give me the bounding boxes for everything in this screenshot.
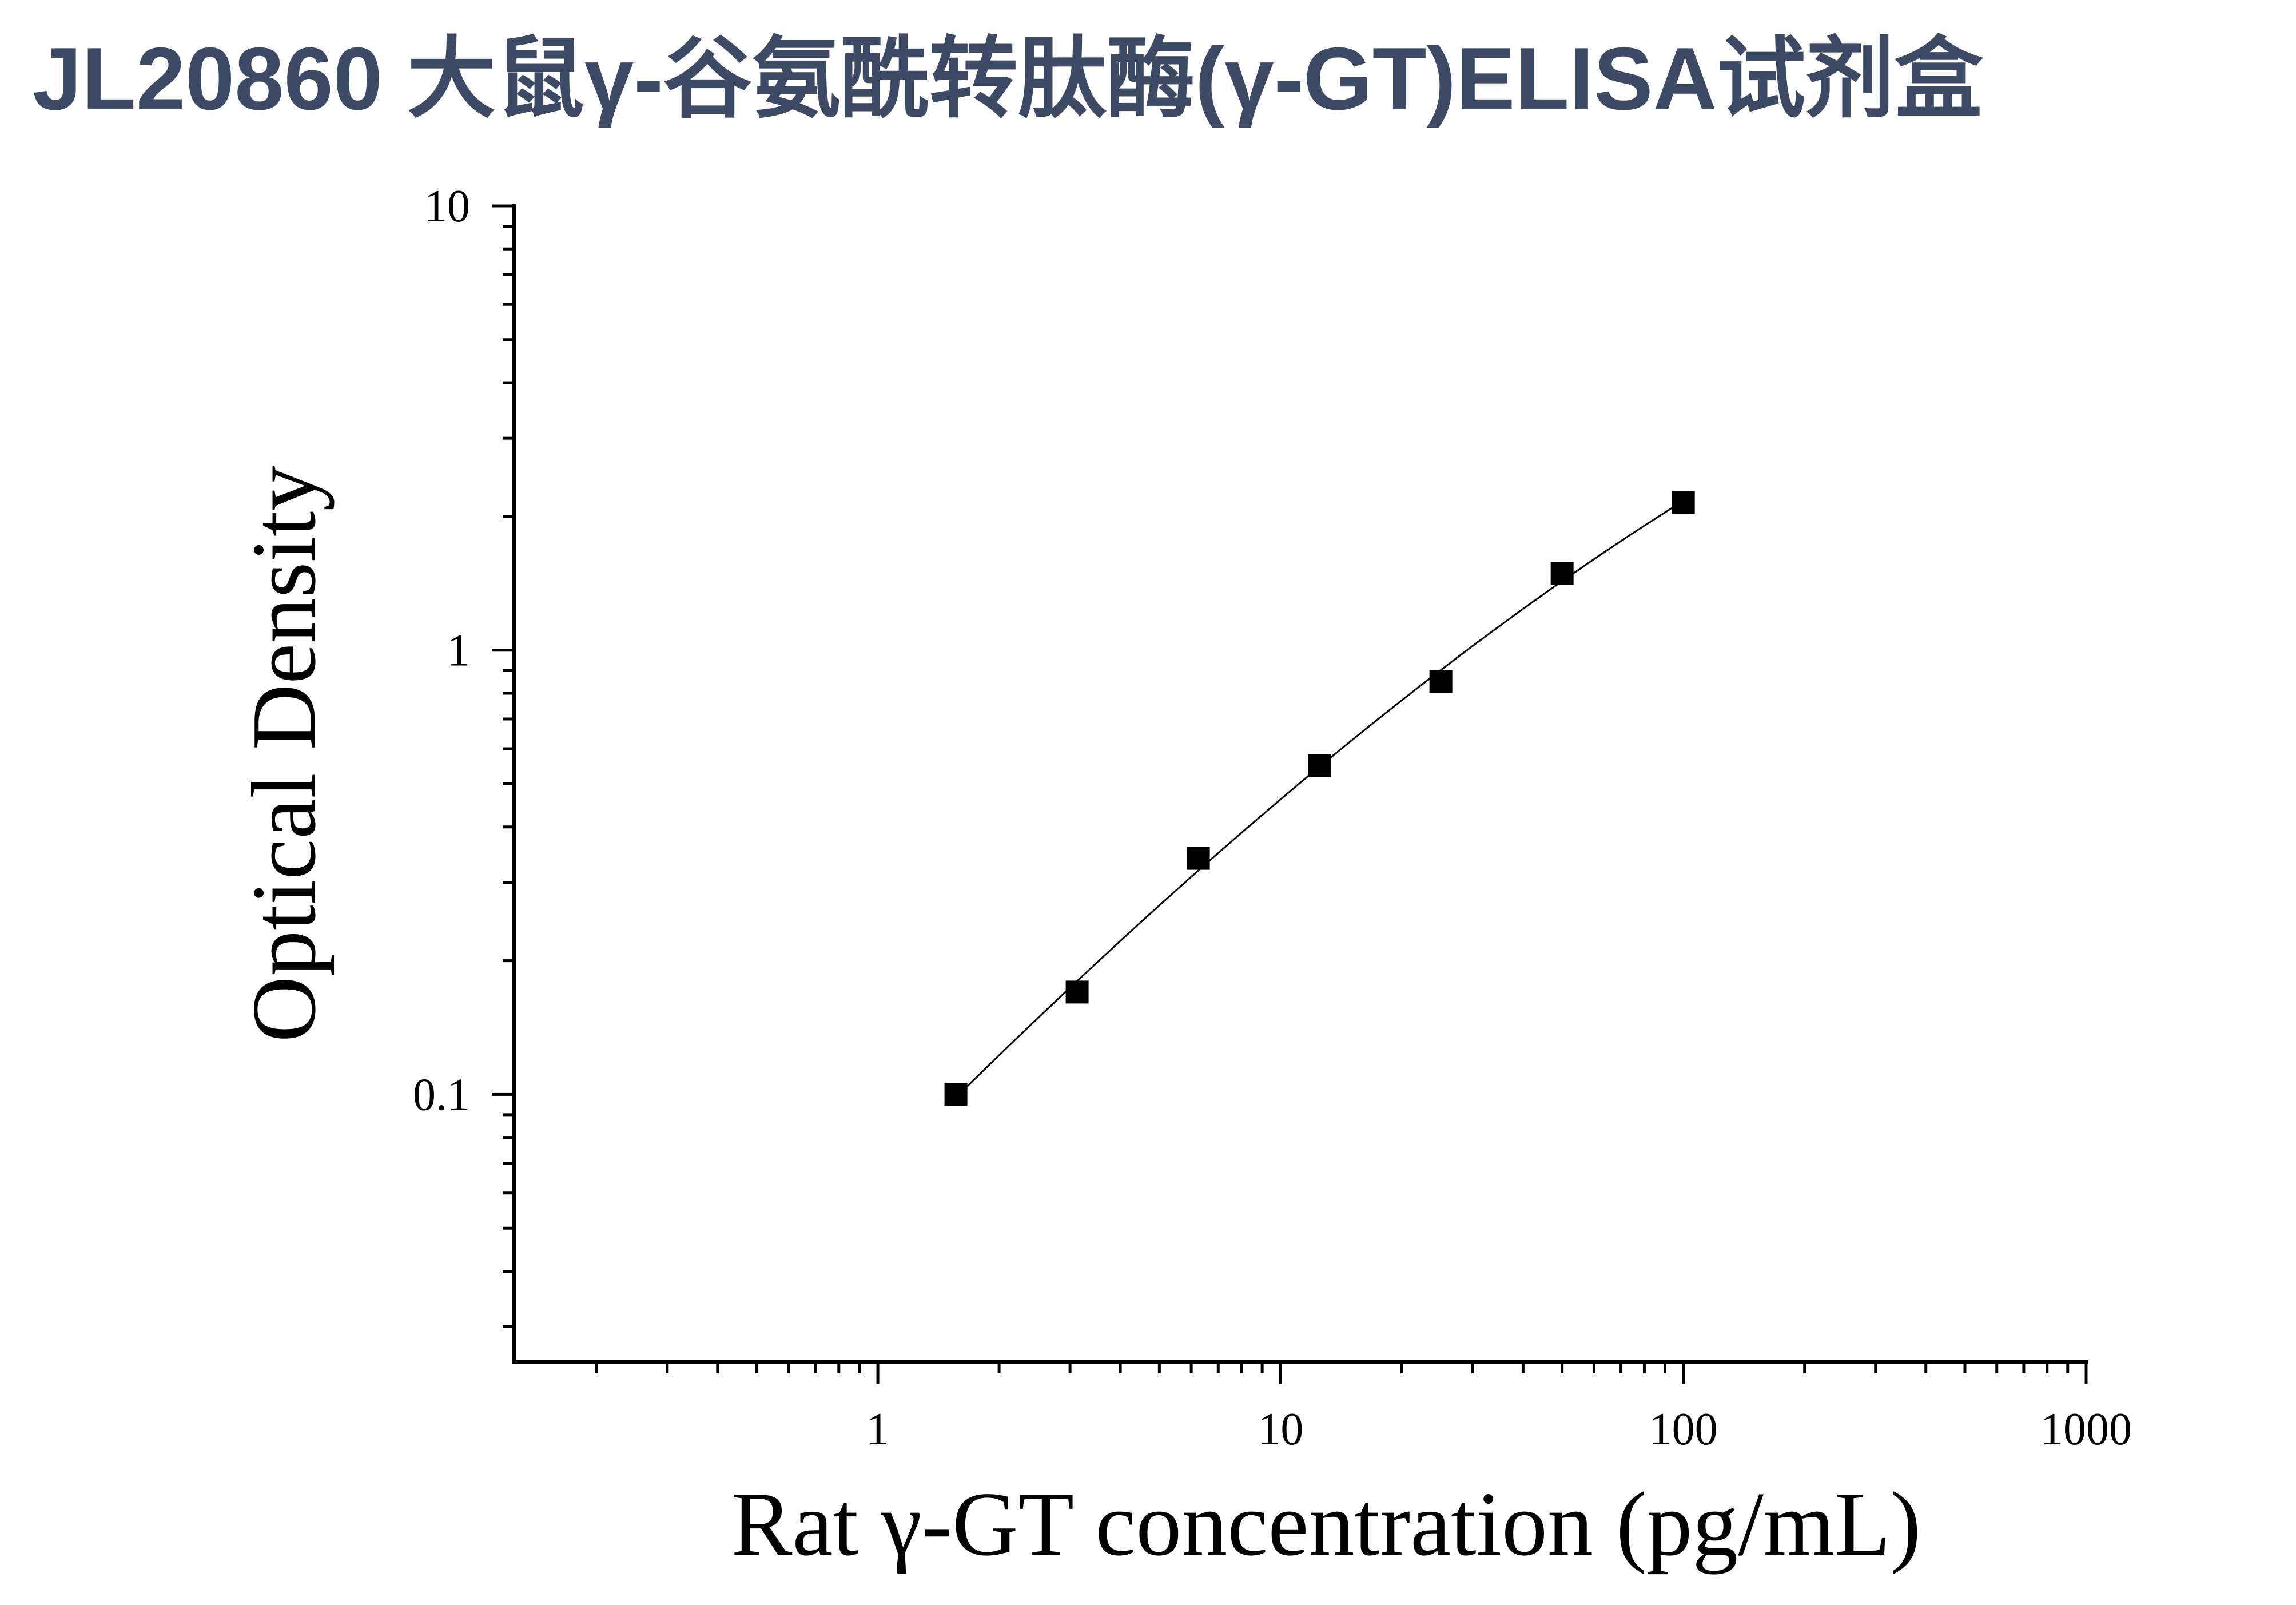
- data-point: [1065, 980, 1089, 1004]
- x-tick-label: 1: [866, 1404, 889, 1455]
- x-tick-label: 10: [1258, 1404, 1303, 1455]
- data-point: [1672, 491, 1695, 514]
- y-axis-title: Optical Density: [233, 466, 335, 1043]
- x-axis-title: Rat γ-GT concentration (pg/mL): [731, 1473, 1921, 1575]
- fit-curve: [955, 500, 1684, 1098]
- y-tick-label: 0.1: [413, 1070, 470, 1120]
- data-point: [1550, 562, 1574, 585]
- x-tick-label: 100: [1649, 1404, 1718, 1455]
- data-point: [1308, 754, 1331, 777]
- data-point: [1187, 847, 1210, 870]
- y-tick-label: 10: [424, 181, 470, 232]
- x-tick-label: 1000: [2040, 1404, 2132, 1455]
- data-point: [1429, 670, 1453, 693]
- chart-title: JL20860 大鼠γ-谷氨酰转肽酶(γ-GT)ELISA试剂盒: [33, 29, 1983, 128]
- data-point: [944, 1083, 968, 1106]
- plot-area: Rat γ-GT concentration (pg/mL) Optical D…: [233, 181, 2132, 1575]
- y-tick-label: 1: [447, 626, 470, 676]
